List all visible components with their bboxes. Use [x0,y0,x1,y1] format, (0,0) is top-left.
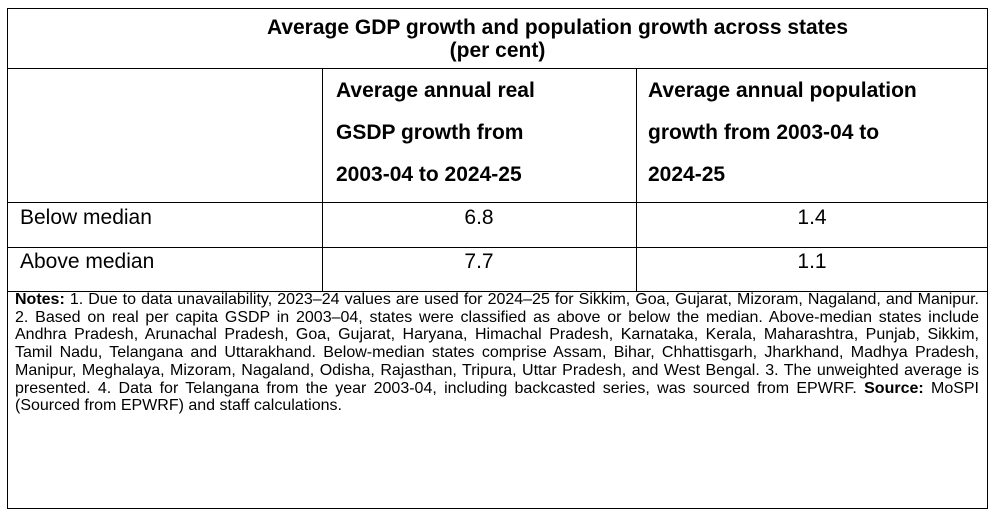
notes-divider [8,291,987,292]
column-divider-2 [636,68,637,291]
column-header-pop-line3: 2024-25 [648,163,726,186]
table-title-line1: Average GDP growth and population growth… [266,16,849,39]
column-header-population-growth: Average annual population growth from 20… [648,70,983,196]
column-header-pop-line2: growth from 2003-04 to [648,121,880,144]
source-text: MoSPI (Sourced from EPWRF) and staff cal… [15,379,980,415]
column-header-gsdp-growth: Average annual real GSDP growth from 200… [336,70,626,196]
row-label-below-median: Below median [20,206,152,229]
column-header-pop-line1: Average annual population [648,79,917,102]
title-divider [8,68,987,69]
column-header-gsdp-line3: 2003-04 to 2024-25 [336,163,522,186]
cell-below-median-gsdp: 6.8 [464,206,494,229]
source-label: Source: [864,379,924,397]
row-divider [8,247,987,248]
header-divider [8,202,987,203]
column-header-gsdp-line2: GSDP growth from [336,121,524,144]
cell-below-median-population: 1.4 [797,206,827,229]
cell-above-median-gsdp: 7.7 [464,250,494,273]
notes-label: Notes: [15,291,65,308]
table-title: Average GDP growth and population growth… [8,16,987,62]
data-table: Average GDP growth and population growth… [7,8,988,509]
row-label-above-median: Above median [20,250,155,273]
column-header-gsdp-line1: Average annual real [336,79,535,102]
table-notes: Notes: 1. Due to data unavailability, 20… [15,291,979,415]
notes-text: 1. Due to data unavailability, 2023–24 v… [15,291,979,397]
column-divider-1 [322,68,323,291]
cell-above-median-population: 1.1 [797,250,827,273]
table-title-line2: (per cent) [449,39,546,62]
